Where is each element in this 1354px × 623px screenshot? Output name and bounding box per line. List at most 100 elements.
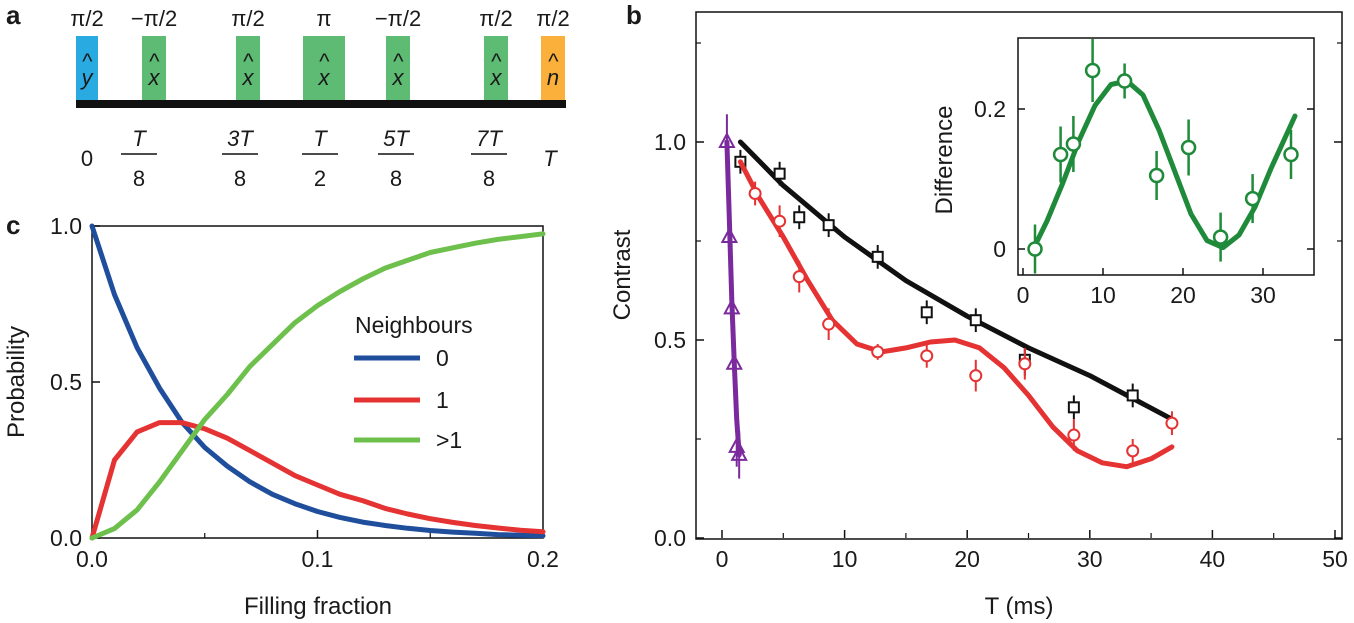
b-point-black-5 — [920, 306, 933, 319]
i-xtick-label-3: 30 — [1250, 282, 1276, 308]
legend-title: Neighbours — [355, 312, 473, 338]
plot-b-frame — [695, 11, 1343, 540]
b-fit-purple — [724, 139, 742, 458]
i-point-7 — [1212, 229, 1229, 245]
pulse-angle-5: π/2 — [479, 6, 513, 31]
i-point-2 — [1065, 136, 1082, 152]
pulse-angle-6: π/2 — [536, 6, 570, 31]
legend-label-1: 1 — [436, 387, 449, 413]
b-point-black-4 — [871, 250, 884, 263]
b-point-red-4 — [871, 345, 885, 359]
time-num-5: 7T — [476, 126, 503, 151]
b-point-black-2 — [793, 211, 806, 224]
time-axis-bar — [76, 100, 566, 108]
b-point-purple-0 — [718, 131, 736, 148]
difference-inset: 0 10 20 30 0 0.2 Difference — [931, 37, 1315, 308]
pulse-0 — [76, 36, 98, 100]
pulse-hat-5: ^ — [491, 49, 502, 74]
c-xlabel: Filling fraction — [244, 593, 392, 620]
pulse-hat-1: ^ — [149, 49, 160, 74]
b-point-purple-5 — [730, 444, 748, 461]
b-point-black-9 — [1126, 389, 1139, 402]
b-xtick-label-0: 0 — [716, 546, 729, 572]
panel-letter-c: c — [6, 210, 20, 240]
i-point-6 — [1180, 139, 1197, 156]
pulse-angle-4: −π/2 — [375, 6, 421, 31]
c-series-line-0 — [89, 223, 546, 539]
pulse-5 — [484, 36, 508, 100]
b-xtick-label-5: 50 — [1322, 546, 1348, 572]
i-point-4 — [1116, 73, 1133, 89]
b-point-black-8 — [1067, 401, 1080, 414]
time-num-3: T — [313, 126, 328, 151]
c-ytick-label-1: 0.5 — [50, 369, 82, 395]
b-point-red-10 — [1165, 416, 1179, 430]
b-ylabel: Contrast — [609, 229, 636, 320]
pulse-sequence: π/2y^−π/2x^π/2x^πx^−π/2x^π/2x^π/2n^ 0T83… — [70, 6, 570, 191]
pulse-angle-2: π/2 — [231, 6, 265, 31]
i-point-0 — [1027, 241, 1043, 257]
c-ytick-label-2: 1.0 — [50, 213, 82, 239]
pulse-operator-4: x — [392, 65, 405, 90]
b-point-red-1 — [773, 214, 787, 228]
contrast-plot: 0 10 20 30 40 50 0.0 0.5 1.0 T (ms) Contrast 0 10… — [609, 11, 1348, 620]
pulse-hat-3: ^ — [319, 49, 330, 74]
pulse-operator-2: x — [242, 65, 255, 90]
c-xtick-label-0: 0.0 — [76, 546, 108, 572]
pulse-operator-1: x — [148, 65, 161, 90]
pulse-operator-0: y — [80, 65, 95, 90]
b-ytick-label-2: 1.0 — [654, 129, 686, 155]
pulse-6 — [541, 36, 565, 100]
pulse-3 — [303, 36, 345, 100]
pulse-hat-4: ^ — [393, 49, 404, 74]
inset-ylabel: Difference — [931, 106, 958, 215]
i-point-8 — [1244, 190, 1261, 207]
pulse-hat-6: ^ — [548, 49, 559, 74]
i-ytick-label-0: 0 — [993, 236, 1006, 262]
b-xtick-label-1: 10 — [832, 546, 858, 572]
b-point-red-8 — [1067, 428, 1081, 442]
b-fit-red — [737, 159, 1175, 470]
b-point-red-3 — [822, 317, 836, 331]
b-xlabel: T (ms) — [985, 593, 1054, 620]
pulse-2 — [236, 36, 260, 100]
b-point-black-1 — [773, 167, 786, 180]
time-den-1: 8 — [133, 166, 145, 191]
i-point-5 — [1148, 167, 1165, 184]
b-point-purple-3 — [725, 353, 743, 370]
legend: Neighbours 0 1 >1 — [354, 312, 473, 453]
c-xtick-label-1: 0.1 — [302, 546, 334, 572]
b-ytick-label-1: 0.5 — [654, 327, 686, 353]
time-num-2: 3T — [227, 126, 254, 151]
pulse-angle-0: π/2 — [70, 6, 104, 31]
c-ytick-label-0: 0.0 — [50, 525, 82, 551]
time-den-5: 8 — [483, 166, 495, 191]
pulse-operator-5: x — [490, 65, 503, 90]
panel-letter-b: b — [626, 0, 642, 30]
pulse-operator-3: x — [318, 65, 331, 90]
legend-label-2: >1 — [436, 427, 462, 453]
b-point-purple-2 — [723, 298, 741, 315]
b-point-red-6 — [969, 369, 983, 383]
pulse-hat-2: ^ — [243, 49, 254, 74]
i-ytick-label-1: 0.2 — [974, 96, 1006, 122]
b-point-black-3 — [822, 219, 835, 232]
c-series-line-1 — [89, 420, 546, 541]
plot-c-frame — [91, 225, 544, 539]
time-num-4: 5T — [383, 126, 410, 151]
pulse-1 — [142, 36, 166, 100]
b-point-black-6 — [969, 314, 982, 327]
pulse-angle-3: π — [316, 6, 331, 31]
b-point-red-5 — [920, 349, 934, 363]
pulse-4 — [386, 36, 410, 100]
pulse-angle-1: −π/2 — [131, 6, 177, 31]
time-den-3: 2 — [314, 166, 326, 191]
pulse-hat-0: ^ — [82, 49, 93, 74]
c-ylabel: Probability — [3, 326, 30, 438]
time-num-1: T — [132, 126, 147, 151]
c-series-line-2 — [89, 231, 546, 541]
c-xtick-label-2: 0.2 — [527, 546, 559, 572]
i-xtick-label-0: 0 — [1017, 282, 1030, 308]
i-xtick-label-1: 10 — [1090, 282, 1116, 308]
